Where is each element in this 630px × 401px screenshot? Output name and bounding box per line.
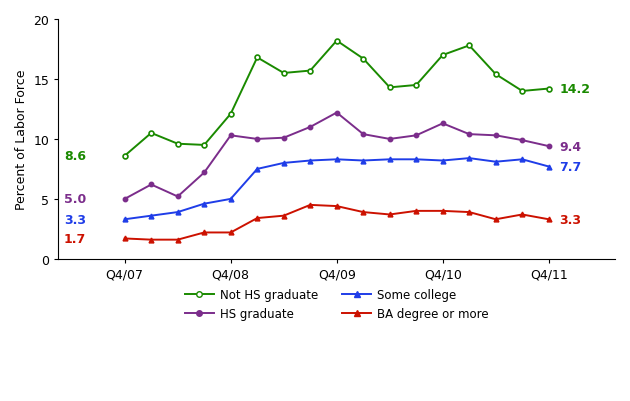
Not HS graduate bbox=[545, 87, 553, 92]
Not HS graduate bbox=[386, 86, 394, 91]
BA degree or more bbox=[121, 237, 129, 241]
Some college bbox=[413, 158, 420, 162]
HS graduate bbox=[306, 125, 314, 130]
Some college bbox=[439, 159, 447, 164]
Not HS graduate bbox=[174, 142, 181, 147]
Some college bbox=[492, 160, 500, 165]
BA degree or more bbox=[280, 214, 287, 219]
BA degree or more bbox=[306, 203, 314, 208]
BA degree or more bbox=[147, 238, 155, 243]
Text: 5.0: 5.0 bbox=[64, 193, 86, 206]
HS graduate bbox=[200, 171, 208, 176]
Line: HS graduate: HS graduate bbox=[122, 111, 551, 202]
Not HS graduate bbox=[147, 131, 155, 136]
Text: 3.3: 3.3 bbox=[559, 213, 581, 226]
Not HS graduate bbox=[253, 56, 261, 61]
Text: 9.4: 9.4 bbox=[559, 140, 581, 153]
BA degree or more bbox=[333, 204, 340, 209]
Text: 1.7: 1.7 bbox=[64, 232, 86, 245]
BA degree or more bbox=[545, 217, 553, 222]
Not HS graduate bbox=[280, 71, 287, 76]
BA degree or more bbox=[413, 209, 420, 214]
BA degree or more bbox=[227, 231, 234, 235]
Some college bbox=[360, 159, 367, 164]
Text: 14.2: 14.2 bbox=[559, 83, 590, 96]
Line: Not HS graduate: Not HS graduate bbox=[122, 39, 551, 159]
HS graduate bbox=[413, 134, 420, 138]
Y-axis label: Percent of Labor Force: Percent of Labor Force bbox=[15, 69, 28, 210]
HS graduate bbox=[147, 182, 155, 187]
Legend: Not HS graduate, HS graduate, Some college, BA degree or more: Not HS graduate, HS graduate, Some colle… bbox=[180, 284, 494, 325]
HS graduate bbox=[227, 134, 234, 138]
BA degree or more bbox=[518, 213, 526, 217]
BA degree or more bbox=[466, 210, 473, 215]
Some college bbox=[518, 158, 526, 162]
Not HS graduate bbox=[518, 89, 526, 94]
Not HS graduate bbox=[306, 69, 314, 74]
HS graduate bbox=[280, 136, 287, 141]
Some college bbox=[306, 159, 314, 164]
Some college bbox=[174, 210, 181, 215]
HS graduate bbox=[439, 122, 447, 126]
BA degree or more bbox=[386, 213, 394, 217]
Some college bbox=[386, 158, 394, 162]
HS graduate bbox=[360, 132, 367, 137]
HS graduate bbox=[492, 134, 500, 138]
Not HS graduate bbox=[227, 112, 234, 117]
Not HS graduate bbox=[333, 39, 340, 44]
Some college bbox=[200, 202, 208, 207]
HS graduate bbox=[253, 137, 261, 142]
Some college bbox=[121, 217, 129, 222]
Not HS graduate bbox=[439, 53, 447, 58]
Not HS graduate bbox=[121, 154, 129, 159]
BA degree or more bbox=[200, 231, 208, 235]
BA degree or more bbox=[360, 210, 367, 215]
Not HS graduate bbox=[413, 83, 420, 88]
Text: 3.3: 3.3 bbox=[64, 213, 86, 226]
HS graduate bbox=[466, 132, 473, 137]
BA degree or more bbox=[439, 209, 447, 214]
Some college bbox=[545, 165, 553, 170]
Line: Some college: Some college bbox=[122, 156, 551, 222]
HS graduate bbox=[386, 137, 394, 142]
Some college bbox=[253, 167, 261, 172]
Some college bbox=[466, 156, 473, 161]
Some college bbox=[147, 214, 155, 219]
Some college bbox=[280, 161, 287, 166]
Some college bbox=[227, 197, 234, 202]
Not HS graduate bbox=[466, 44, 473, 49]
Line: BA degree or more: BA degree or more bbox=[122, 203, 551, 243]
BA degree or more bbox=[492, 217, 500, 222]
HS graduate bbox=[545, 144, 553, 149]
Not HS graduate bbox=[492, 73, 500, 77]
BA degree or more bbox=[253, 216, 261, 221]
HS graduate bbox=[333, 111, 340, 115]
BA degree or more bbox=[174, 238, 181, 243]
HS graduate bbox=[121, 197, 129, 202]
Some college bbox=[333, 158, 340, 162]
Not HS graduate bbox=[360, 57, 367, 62]
Text: 8.6: 8.6 bbox=[64, 150, 86, 163]
HS graduate bbox=[174, 194, 181, 199]
Not HS graduate bbox=[200, 143, 208, 148]
HS graduate bbox=[518, 138, 526, 143]
Text: 7.7: 7.7 bbox=[559, 161, 581, 174]
